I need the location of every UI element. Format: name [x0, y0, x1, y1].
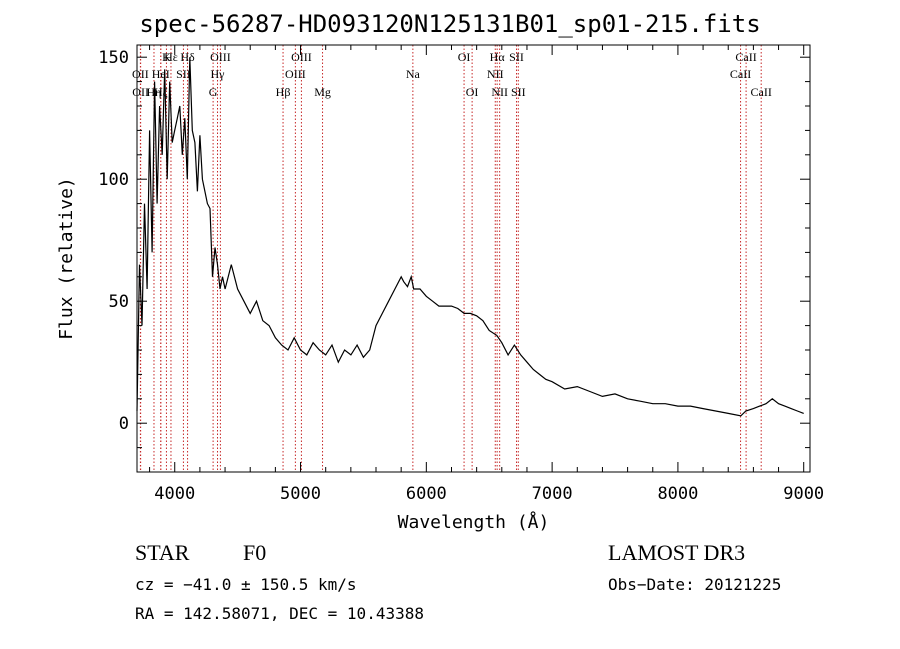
- line-label: Mg: [314, 85, 331, 99]
- y-tick-label: 50: [109, 292, 129, 312]
- line-label: Hη: [147, 85, 162, 99]
- line-label: Hε: [164, 50, 178, 64]
- line-label: CaII: [730, 67, 751, 81]
- spectrum-line: [136, 57, 804, 417]
- line-label: Hδ: [180, 50, 195, 64]
- survey-label: LAMOST DR3: [608, 540, 746, 565]
- line-label: OIII: [291, 50, 312, 64]
- x-tick-label: 5000: [280, 484, 321, 504]
- x-axis-label: Wavelength (Å): [398, 511, 550, 533]
- line-label: K: [162, 50, 171, 64]
- x-tick-label: 4000: [154, 484, 195, 504]
- line-label: SII: [176, 67, 191, 81]
- line-label: OIII: [285, 67, 306, 81]
- line-label: Na: [406, 67, 421, 81]
- x-tick-label: 6000: [406, 484, 447, 504]
- y-tick-label: 0: [119, 414, 129, 434]
- subclass: F0: [243, 540, 267, 565]
- x-tick-label: 8000: [657, 484, 698, 504]
- object-type: STAR: [135, 540, 190, 565]
- chart-title: spec-56287-HD093120N125131B01_sp01-215.f…: [139, 10, 761, 38]
- line-label: OI: [458, 50, 471, 64]
- line-label: HeI: [152, 67, 170, 81]
- plot-frame: [136, 44, 811, 473]
- line-label: OI: [466, 85, 479, 99]
- cz-readout: cz = −41.0 ± 150.5 km/s: [135, 575, 357, 594]
- line-label: Hγ: [211, 67, 226, 81]
- line-labels: Hε OII OII K HeI Hη SII Hζ Hδ OIII Hγ G Hβ OIII OIII Mg…: [132, 50, 772, 99]
- axes-layer: 4000 5000 6000 7000 8000 9000 0 50 100 150 Wavelen…: [56, 44, 824, 533]
- x-tick-label: 7000: [532, 484, 573, 504]
- x-tick-label: 9000: [783, 484, 824, 504]
- y-tick-label: 100: [98, 170, 129, 190]
- line-label: NII: [487, 67, 504, 81]
- ra-dec: RA = 142.58071, DEC = 10.43388: [135, 604, 424, 623]
- line-label: Hβ: [276, 85, 291, 99]
- line-label: CaII: [751, 85, 772, 99]
- line-label: SII: [509, 50, 524, 64]
- line-label: Hα: [490, 50, 506, 64]
- line-label: CaII: [735, 50, 756, 64]
- line-label: NII: [491, 85, 508, 99]
- line-label: SII: [511, 85, 526, 99]
- line-label: OIII: [210, 50, 231, 64]
- line-label: OII: [132, 85, 149, 99]
- y-tick-label: 150: [98, 48, 129, 68]
- obs-date: Obs−Date: 20121225: [608, 575, 782, 594]
- emission-lines: [139, 45, 762, 472]
- line-label: OII: [132, 67, 149, 81]
- spectrum-layer: [136, 57, 804, 417]
- line-label: Hζ: [154, 85, 168, 99]
- y-axis-label: Flux (relative): [56, 177, 77, 340]
- line-label: G: [209, 85, 218, 99]
